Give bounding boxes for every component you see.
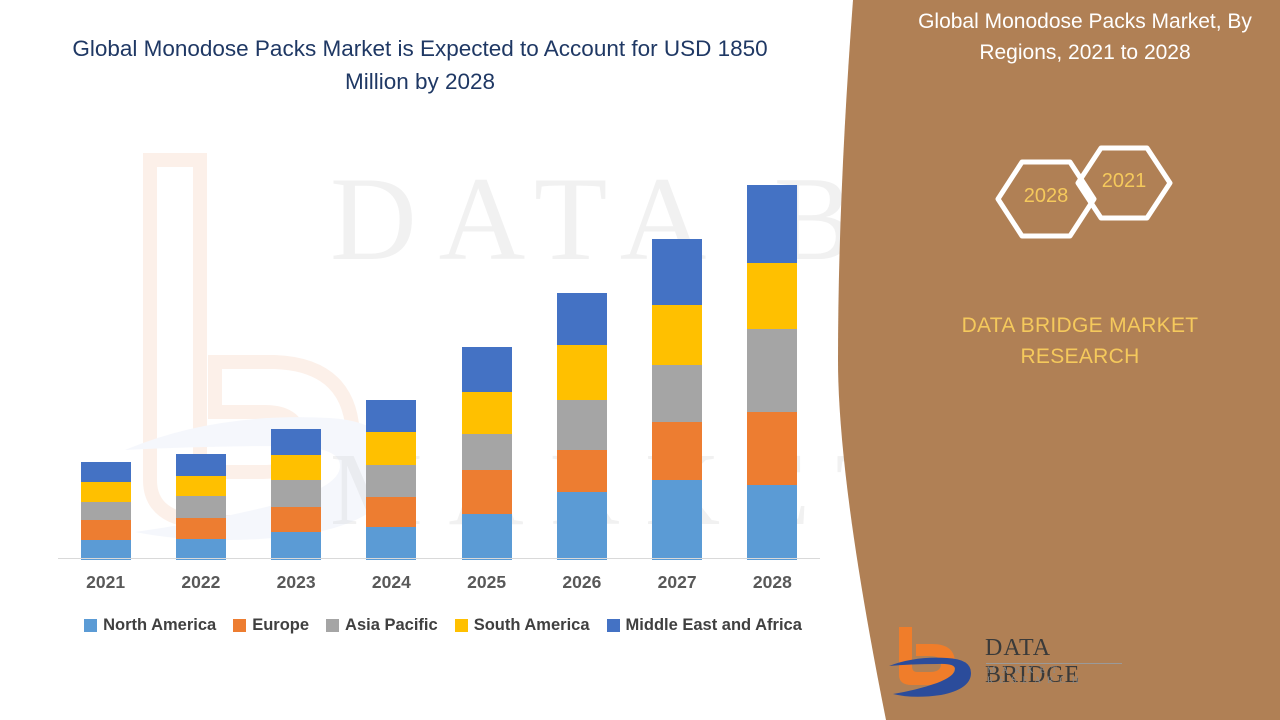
legend-label: Asia Pacific: [345, 616, 438, 634]
legend-item-south-america[interactable]: South America: [454, 616, 590, 635]
bar-2021: [80, 462, 131, 560]
bar-segment: [271, 455, 322, 480]
bar-segment: [175, 496, 226, 518]
legend-label: Europe: [252, 616, 310, 634]
bar-segment: [366, 527, 417, 560]
hexagon-2021-label: 2021: [1101, 170, 1147, 192]
legend-item-asia-pacific[interactable]: Asia Pacific: [326, 616, 438, 635]
x-axis-label-2021: 2021: [86, 572, 126, 592]
bar-2027: [652, 239, 703, 560]
bar-segment: [366, 497, 417, 527]
hexagon-2028-icon: [995, 159, 1097, 239]
legend-swatch-icon: [84, 619, 98, 632]
page-title: Global Monodose Packs Market is Expected…: [72, 36, 768, 94]
bar-2023: [271, 429, 322, 560]
bar-segment: [747, 329, 798, 412]
legend-swatch-icon: [454, 619, 468, 632]
x-axis-line: [58, 558, 820, 559]
bar-segment: [652, 422, 703, 480]
bar-2026: [556, 293, 607, 560]
bar-chart-plot: [58, 150, 820, 560]
bar-segment: [366, 465, 417, 497]
bar-segment: [271, 507, 322, 532]
bar-segment: [556, 400, 607, 450]
brand-name: DATA BRIDGE MARKET RESEARCH: [961, 314, 1199, 368]
bar-segment: [556, 345, 607, 400]
bar-segment: [80, 502, 131, 520]
bar-segment: [80, 520, 131, 540]
bar-segment: [461, 514, 512, 560]
x-axis-label-2023: 2023: [276, 572, 316, 592]
bar-segment: [747, 185, 798, 263]
bar-segment: [366, 400, 417, 432]
legend-swatch-icon: [233, 619, 247, 632]
x-axis-label-2027: 2027: [657, 572, 697, 592]
legend-label: Middle East and Africa: [625, 616, 802, 634]
bar-segment: [80, 462, 131, 482]
chart-panel: DATA BR MARKET RESEARCH Global Monodose …: [58, 36, 1280, 635]
bar-segment: [80, 540, 131, 560]
data-bridge-mark-icon: [889, 627, 971, 697]
legend-label: South America: [473, 616, 590, 634]
bar-2022: [175, 454, 226, 560]
bar-segment: [747, 263, 798, 329]
bar-segment: [556, 450, 607, 492]
bar-segment: [271, 480, 322, 507]
regions-title: Global Monodose Packs Market, By Regions…: [918, 10, 1252, 64]
bar-2024: [366, 400, 417, 560]
bar-segment: [175, 454, 226, 476]
bar-segment: [747, 412, 798, 485]
legend-swatch-icon: [606, 619, 620, 632]
x-axis-label-2025: 2025: [467, 572, 507, 592]
bar-segment: [652, 480, 703, 560]
legend-swatch-icon: [326, 619, 340, 632]
chart-legend: North America Europe Asia Pacific South Ame…: [58, 616, 828, 635]
bar-segment: [271, 429, 322, 455]
bar-segment: [652, 365, 703, 422]
bar-segment: [652, 239, 703, 305]
legend-label: North America: [103, 616, 217, 634]
bar-segment: [461, 470, 512, 514]
bar-segment: [175, 539, 226, 560]
legend-item-north-america[interactable]: North America: [84, 616, 216, 635]
bar-segment: [80, 482, 131, 502]
bar-segment: [461, 434, 512, 470]
hexagon-badges: 2028 2021: [980, 142, 1180, 277]
bar-segment: [461, 347, 512, 392]
logo-wordmark: DATA BRIDGE: [985, 635, 1081, 688]
legend-item-europe[interactable]: Europe: [233, 616, 309, 635]
x-axis-label-2024: 2024: [371, 572, 411, 592]
legend-item-middle-east-and-africa[interactable]: Middle East and Africa: [606, 616, 802, 635]
bar-segment: [271, 532, 322, 560]
company-logo: DATA BRIDGE MARKET RESEARCH: [885, 625, 1135, 703]
bar-segment: [747, 485, 798, 560]
bar-2028: [747, 185, 798, 560]
x-axis-label-2026: 2026: [562, 572, 602, 592]
brand-panel-content: Global Monodose Packs Market, By Regions…: [880, 0, 1280, 720]
bar-segment: [175, 518, 226, 539]
bar-segment: [175, 476, 226, 496]
bar-segment: [556, 492, 607, 560]
hexagon-2021-icon: [1075, 145, 1173, 221]
x-axis-label-2022: 2022: [181, 572, 221, 592]
bar-segment: [366, 432, 417, 465]
x-axis-label-2028: 2028: [752, 572, 792, 592]
logo-subline: MARKET RESEARCH: [987, 666, 1085, 686]
logo-divider: [986, 663, 1122, 664]
bar-segment: [461, 392, 512, 434]
x-axis-labels: 2021 2022 2023 2024 2025 2026 2027 2028: [58, 572, 820, 602]
bar-segment: [652, 305, 703, 365]
bar-2025: [461, 347, 512, 560]
bar-segment: [556, 293, 607, 345]
hexagon-2028-label: 2028: [1023, 185, 1069, 207]
